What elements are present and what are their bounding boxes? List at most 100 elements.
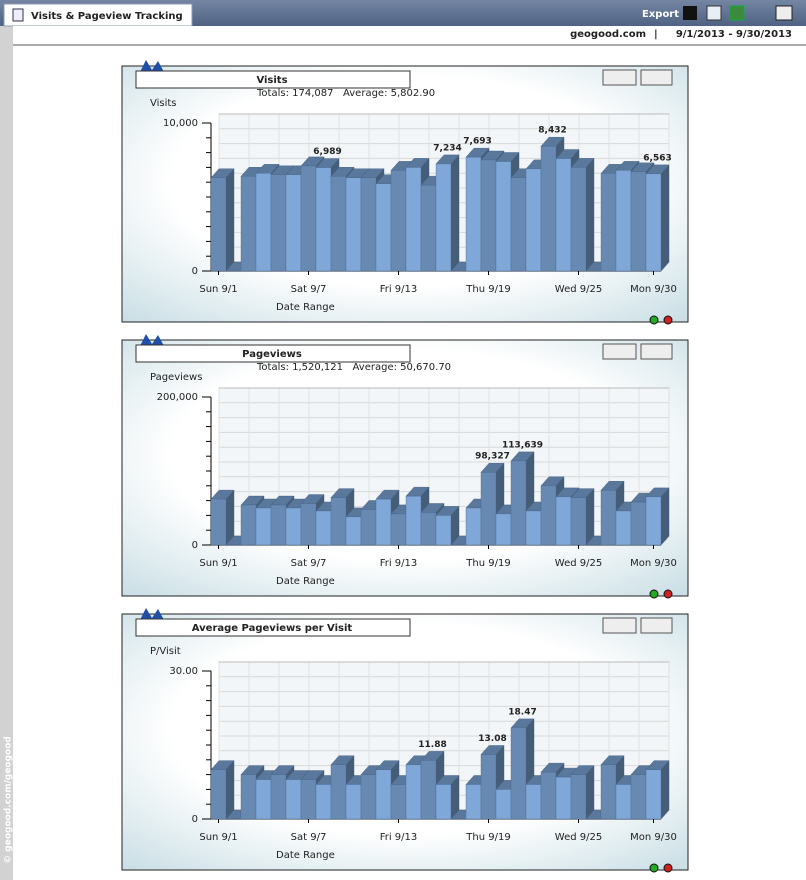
x-tick-label: Mon 9/30: [630, 558, 677, 569]
bar-front: [615, 170, 632, 272]
y-axis-label: P/Visit: [150, 646, 181, 657]
bar-front: [405, 764, 422, 820]
print-button[interactable]: [775, 5, 793, 21]
bar: [210, 489, 235, 546]
bar-front: [465, 156, 482, 272]
bar-front: [435, 515, 452, 546]
chart-subtitle: Totals: 1,520,121 Average: 50,670.70: [256, 362, 451, 373]
bar-front: [570, 774, 587, 820]
bar-front: [330, 176, 347, 272]
status-red: [663, 589, 673, 599]
bar-front: [360, 177, 377, 272]
bar-front: [570, 167, 587, 272]
bar-front: [630, 171, 647, 272]
export-excel-button[interactable]: [729, 5, 745, 21]
bar-view-button[interactable]: [602, 343, 637, 360]
bar-front: [480, 159, 497, 272]
bar-front: [210, 769, 227, 820]
value-label: 6,563: [643, 153, 671, 163]
value-label: 13.08: [478, 734, 506, 744]
bar-front: [510, 177, 527, 272]
value-label: 7,693: [463, 137, 491, 147]
y-tick-label: 0: [192, 814, 198, 825]
bar-front: [435, 784, 452, 820]
x-tick-label: Fri 9/13: [380, 832, 418, 843]
chart-subtitle: Totals: 174,087 Average: 5,802.90: [256, 88, 435, 99]
bar-front: [540, 771, 557, 820]
export-web-button[interactable]: [706, 5, 722, 21]
bar-view-button[interactable]: [602, 617, 637, 634]
bar-front: [480, 472, 497, 546]
value-label: 98,327: [475, 452, 510, 462]
bar-front: [270, 174, 287, 272]
bar-front: [240, 774, 257, 820]
line-view-button[interactable]: [640, 343, 673, 360]
bar: [570, 765, 595, 820]
x-tick-label: Sun 9/1: [199, 832, 237, 843]
line-view-button[interactable]: [640, 69, 673, 86]
bar-front: [240, 504, 257, 546]
x-tick-label: Sat 9/7: [291, 832, 327, 843]
bar-side: [585, 488, 595, 546]
status-green: [649, 589, 659, 599]
line-view-button[interactable]: [640, 617, 673, 634]
bar-side: [660, 487, 670, 546]
bar-side: [450, 154, 460, 272]
bar-front: [330, 764, 347, 820]
bar-front: [510, 460, 527, 546]
x-tick-label: Fri 9/13: [380, 284, 418, 295]
export-text-button[interactable]: [683, 6, 697, 20]
bar-front: [405, 495, 422, 546]
bar-front: [555, 776, 572, 820]
value-label: 8,432: [538, 126, 566, 136]
bar-front: [315, 784, 332, 820]
bar-front: [300, 503, 317, 546]
bar-front: [375, 769, 392, 820]
bar-front: [465, 784, 482, 820]
panel-badge: [140, 60, 164, 72]
bar-front: [360, 509, 377, 546]
chart-title: Average Pageviews per Visit: [192, 623, 353, 634]
x-axis-label: Date Range: [276, 576, 335, 587]
bar: [210, 168, 235, 272]
bar-front: [525, 510, 542, 546]
title-box: [135, 70, 411, 89]
bar-front: [270, 504, 287, 546]
bar-front: [420, 184, 437, 272]
value-label: 113,639: [502, 440, 543, 450]
y-tick-label: 0: [192, 540, 198, 551]
bar-front: [390, 513, 407, 546]
bar-side: [225, 489, 235, 546]
y-axis-label: Pageviews: [150, 372, 202, 383]
bar-front: [210, 177, 227, 272]
chart-title: Visits: [256, 75, 287, 86]
bar-side: [225, 760, 235, 820]
status-red: [663, 863, 673, 873]
bar-front: [540, 485, 557, 546]
bar-side: [585, 765, 595, 820]
bar: [435, 505, 460, 546]
bar-front: [375, 498, 392, 546]
bar: [645, 164, 670, 272]
x-tick-label: Thu 9/19: [465, 284, 510, 295]
x-tick-label: Sun 9/1: [199, 558, 237, 569]
title-box: [135, 344, 411, 363]
value-label: 11.88: [418, 740, 446, 750]
bar-view-button[interactable]: [602, 69, 637, 86]
date-range: 9/1/2013 - 9/30/2013: [676, 29, 792, 40]
bar-front: [285, 174, 302, 272]
bar-front: [255, 779, 272, 820]
status-green: [649, 863, 659, 873]
bar-front: [300, 779, 317, 820]
panel-badge: [140, 334, 164, 346]
bar-side: [225, 168, 235, 272]
x-tick-label: Wed 9/25: [555, 284, 602, 295]
status-red: [663, 315, 673, 325]
bar-front: [525, 168, 542, 272]
x-tick-label: Wed 9/25: [555, 558, 602, 569]
y-tick-label: 0: [192, 266, 198, 277]
panel-badge: [140, 608, 164, 620]
bar-front: [480, 754, 497, 820]
bar-front: [540, 146, 557, 272]
bar-front: [645, 173, 662, 272]
